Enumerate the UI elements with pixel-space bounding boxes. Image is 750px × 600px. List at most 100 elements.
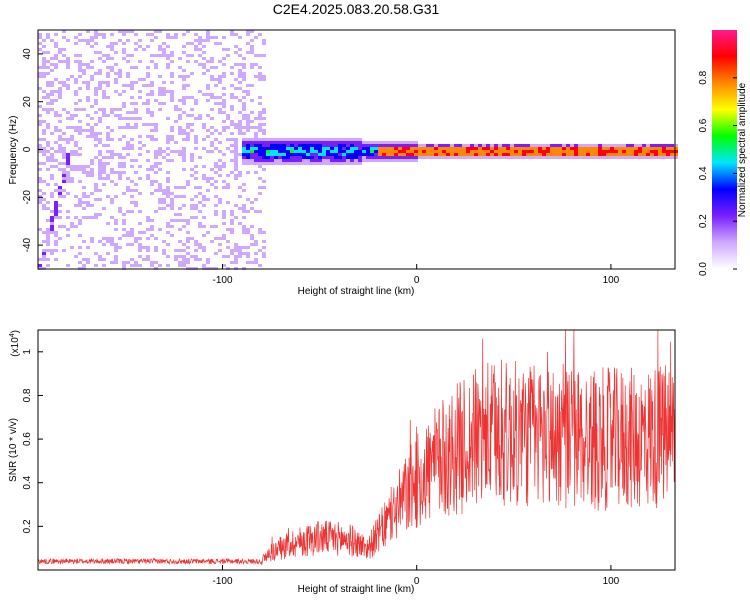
spectrogram-cell	[202, 249, 206, 252]
spectrogram-cell	[454, 150, 458, 153]
spectrogram-cell	[258, 177, 262, 180]
spectrogram-cell	[278, 120, 282, 123]
spectrogram-cell	[170, 165, 174, 168]
spectrogram-cell	[86, 42, 90, 45]
spectrogram-cell	[130, 234, 134, 237]
spectrogram-cell	[150, 126, 154, 129]
spectrogram-cell	[366, 150, 370, 153]
spectrogram-cell	[258, 264, 262, 267]
spectrogram-cell	[130, 201, 134, 204]
spectrogram-cell	[146, 177, 150, 180]
spectrogram-cell	[202, 141, 206, 144]
spectrogram-cell	[334, 153, 338, 156]
spectrogram-cell	[246, 90, 250, 93]
spectrogram-cell	[82, 72, 86, 75]
spectrogram-cell	[98, 93, 102, 96]
spectrogram-cell	[254, 120, 258, 123]
spectrogram-cell	[130, 69, 134, 72]
spectrogram-cell	[222, 207, 226, 210]
spectrogram-cell	[146, 258, 150, 261]
spectrogram-cell	[298, 144, 302, 147]
spectrogram-cell	[38, 150, 42, 153]
spectrogram-cell	[134, 117, 138, 120]
spectrogram-cell	[102, 177, 106, 180]
spectrogram-cell	[42, 129, 46, 132]
spectrogram-cell	[414, 153, 418, 156]
spectrogram-cell	[126, 144, 130, 147]
spectrogram-cell	[214, 213, 218, 216]
spectrogram-cell	[474, 144, 478, 147]
spectrogram-cell	[626, 150, 630, 153]
spectrogram-cell	[230, 66, 234, 69]
spectrogram-cell	[102, 48, 106, 51]
spectrogram-cell	[242, 204, 246, 207]
spectrogram-cell	[154, 54, 158, 57]
spectrogram-cell	[170, 264, 174, 267]
spectrogram-cell	[246, 36, 250, 39]
spectrogram-cell	[346, 144, 350, 147]
spectrogram-cell	[206, 36, 210, 39]
spectrogram-cell	[158, 147, 162, 150]
spectrogram-cell	[610, 153, 614, 156]
spectrogram-cell	[178, 48, 182, 51]
spectrogram-cell	[166, 213, 170, 216]
spectrogram-cell	[214, 195, 218, 198]
spectrogram-cell	[366, 147, 370, 150]
spectrogram-cell	[282, 159, 286, 162]
spectrogram-cell	[66, 156, 70, 159]
spectrogram-cell	[94, 135, 98, 138]
spectrogram-cell	[162, 51, 166, 54]
spectrogram-cell	[38, 72, 42, 75]
spectrogram-cell	[154, 249, 158, 252]
spectrogram-cell	[122, 96, 126, 99]
spectrogram-cell	[142, 150, 146, 153]
spectrogram-cell	[82, 75, 86, 78]
spectrogram-cell	[350, 144, 354, 147]
spectrogram-cell	[270, 225, 274, 228]
spectrogram-cell	[454, 147, 458, 150]
spectrogram-cell	[70, 246, 74, 249]
spectrogram-cell	[102, 99, 106, 102]
spectrogram-cell	[182, 243, 186, 246]
spectrogram-cell	[526, 156, 530, 159]
spectrogram-cell	[278, 156, 282, 159]
spectrogram-cell	[506, 147, 510, 150]
spectrogram-cell	[238, 237, 242, 240]
spectrogram-cell	[274, 39, 278, 42]
spectrogram-cell	[94, 213, 98, 216]
spectrogram-cell	[174, 138, 178, 141]
spectrogram-cell	[190, 72, 194, 75]
spectrogram-cell	[98, 156, 102, 159]
spectrogram-cell	[170, 33, 174, 36]
spectrogram-cell	[210, 57, 214, 60]
spectrogram-cell	[302, 156, 306, 159]
spectrogram-cell	[506, 153, 510, 156]
spectrogram-cell	[118, 144, 122, 147]
spectrogram-y-tick-label: 40	[22, 48, 33, 60]
spectrogram-cell	[98, 255, 102, 258]
spectrogram-cell	[162, 138, 166, 141]
spectrogram-cell	[518, 147, 522, 150]
spectrogram-cell	[286, 150, 290, 153]
spectrogram-cell	[62, 48, 66, 51]
spectrogram-cell	[134, 240, 138, 243]
spectrogram-cell	[246, 150, 250, 153]
spectrogram-cell	[530, 156, 534, 159]
spectrogram-cell	[206, 93, 210, 96]
spectrogram-cell	[226, 147, 230, 150]
spectrogram-cell	[178, 162, 182, 165]
spectrogram-cell	[42, 174, 46, 177]
spectrogram-cell	[242, 42, 246, 45]
spectrogram-cell	[226, 255, 230, 258]
spectrogram-cell	[74, 30, 78, 33]
spectrogram-cell	[186, 54, 190, 57]
spectrogram-cell	[202, 174, 206, 177]
spectrogram-cell	[42, 126, 46, 129]
spectrogram-y-tick-label: 20	[22, 96, 33, 108]
spectrogram-cell	[118, 204, 122, 207]
spectrogram-cell	[346, 150, 350, 153]
spectrogram-cell	[470, 153, 474, 156]
spectrogram-cell	[258, 180, 262, 183]
spectrogram-cell	[90, 204, 94, 207]
colorbar-tick-label: 0.6	[698, 118, 709, 132]
